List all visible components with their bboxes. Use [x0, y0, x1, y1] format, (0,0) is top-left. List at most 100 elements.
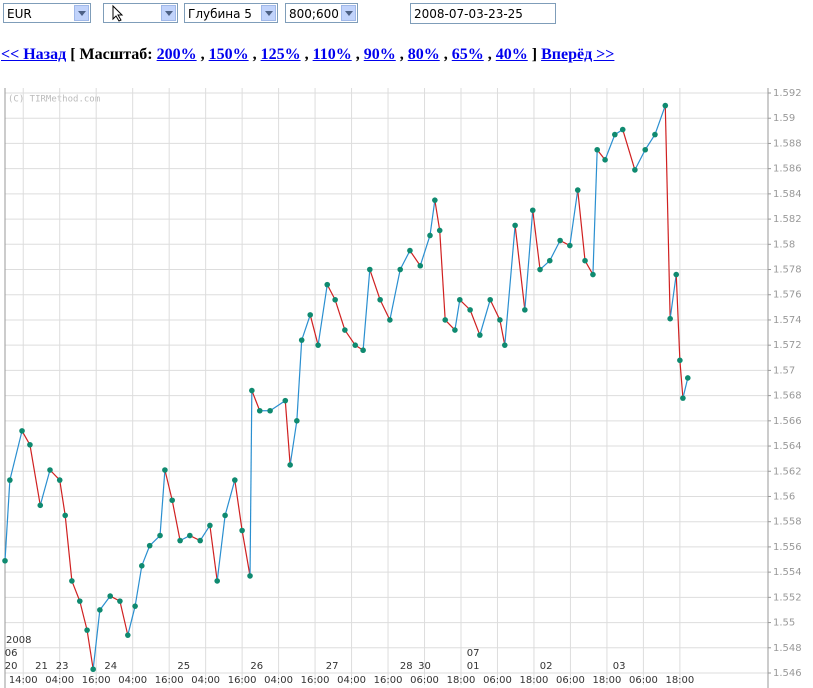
dropdown-button[interactable] — [74, 5, 89, 21]
y-tick-label: 1.548 — [773, 643, 802, 654]
price-segment — [317, 284, 328, 346]
price-segment — [251, 390, 261, 411]
price-segment — [479, 299, 491, 336]
price-point — [590, 271, 596, 278]
price-segment — [59, 479, 66, 516]
price-segment — [399, 250, 411, 270]
scale-link[interactable]: 40% — [495, 46, 528, 63]
price-point — [56, 477, 63, 483]
y-tick-label: 1.56 — [773, 491, 795, 502]
back-link[interactable]: << Назад — [1, 46, 67, 63]
price-point — [324, 281, 331, 288]
price-segment — [454, 299, 461, 331]
price-point — [107, 593, 113, 599]
dropdown-button[interactable] — [341, 5, 356, 21]
size-select[interactable]: 800;600 — [285, 3, 358, 23]
price-segment — [159, 469, 166, 536]
price-point — [673, 271, 680, 278]
price-segment — [654, 105, 666, 135]
price-point — [574, 187, 581, 193]
date-label: 03 — [613, 661, 626, 672]
y-tick-label: 1.58 — [773, 239, 795, 250]
x-tick-label: 16:00 — [82, 675, 111, 686]
price-point — [162, 467, 168, 473]
price-point — [157, 532, 163, 539]
scale-link[interactable]: 200% — [156, 46, 197, 63]
price-point — [267, 407, 273, 414]
scale-link[interactable]: 90% — [363, 46, 396, 63]
price-point — [367, 266, 373, 273]
price-point — [7, 477, 13, 483]
depth-select[interactable]: Глубина 5 — [184, 3, 278, 23]
chart: (C) TIRMethod.com 1.546 1.548 1.55 1.552 1.5… — [2, 88, 802, 688]
dropdown-button[interactable] — [261, 5, 276, 21]
depth: Глубина 5 — [188, 7, 252, 21]
price-segment — [532, 210, 541, 270]
price-point — [315, 342, 321, 348]
price-segment — [289, 420, 298, 466]
price-point — [397, 266, 404, 273]
price-segment — [504, 225, 516, 346]
separator: , — [443, 46, 448, 63]
price-point — [207, 522, 213, 529]
scale-link[interactable]: 80% — [407, 46, 440, 63]
separator: , — [487, 46, 492, 63]
y-tick-label: 1.582 — [773, 214, 802, 225]
x-tick-label: 06:00 — [556, 675, 585, 686]
price-segment — [419, 235, 431, 266]
price-segment — [409, 250, 421, 267]
scale-link[interactable]: 65% — [451, 46, 484, 63]
price-point — [442, 317, 448, 323]
price-point — [377, 296, 383, 303]
date-label: 20 — [5, 661, 18, 672]
price-point — [307, 312, 314, 318]
price-segment — [269, 400, 286, 412]
y-tick-label: 1.562 — [773, 466, 802, 477]
y-tick-label: 1.546 — [773, 668, 802, 679]
price-point — [247, 573, 253, 579]
price-point — [387, 317, 393, 323]
price-point — [667, 315, 673, 322]
y-tick-label: 1.586 — [773, 164, 802, 175]
price-point — [529, 207, 536, 214]
price-point — [222, 512, 228, 519]
price-segment — [301, 314, 311, 341]
price-segment — [141, 545, 151, 567]
forward-link[interactable]: Вперёд >> — [541, 46, 615, 63]
dropdown-button[interactable] — [161, 5, 176, 21]
price-point — [256, 407, 263, 414]
price-segment — [469, 309, 481, 336]
price-segment — [634, 149, 646, 171]
price-segment — [369, 269, 381, 300]
date-label: 01 — [467, 661, 480, 672]
price-point — [214, 578, 220, 584]
scale-link[interactable]: 150% — [208, 46, 249, 63]
x-tick-label: 16:00 — [374, 675, 403, 686]
price-segment — [79, 600, 88, 631]
price-point — [436, 227, 443, 234]
scale-link[interactable]: 125% — [260, 46, 301, 63]
price-segment — [344, 329, 356, 346]
price-segment — [127, 606, 136, 636]
scale-link[interactable]: 110% — [312, 46, 352, 63]
instrument-select[interactable]: EUR — [3, 3, 91, 23]
price-point — [90, 666, 96, 673]
date-label: 30 — [418, 661, 431, 672]
price-point — [232, 477, 238, 483]
price-segment — [209, 525, 218, 582]
price-point — [97, 607, 103, 613]
price-segment — [4, 480, 11, 561]
x-tick-label: 04:00 — [264, 675, 293, 686]
close-bracket: ] — [531, 46, 538, 63]
date-label: 21 — [35, 661, 48, 672]
price-segment — [669, 274, 677, 319]
price-segment — [296, 340, 303, 421]
price-segment — [434, 200, 441, 231]
cursor-select[interactable] — [103, 3, 178, 23]
datetime-input[interactable]: 2008-07-03-23-25 — [410, 3, 556, 24]
y-tick-label: 1.57 — [773, 365, 795, 376]
price-point — [501, 342, 508, 348]
price-point — [332, 296, 338, 303]
x-tick-label: 04:00 — [118, 675, 147, 686]
